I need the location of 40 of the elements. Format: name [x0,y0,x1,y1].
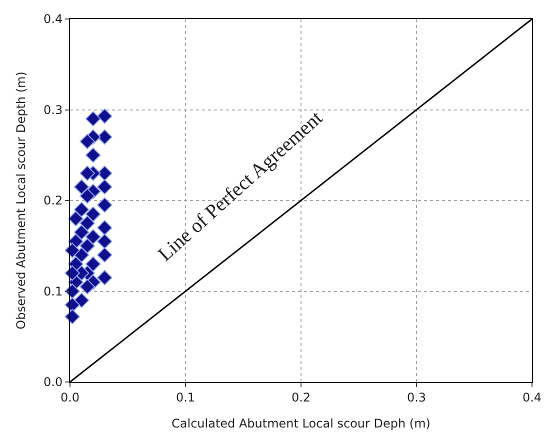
point [74,202,90,218]
point [97,129,112,145]
y-tick-label: 0.2 [44,194,63,208]
point [97,247,112,263]
point [85,206,101,222]
point [97,179,112,195]
point [80,134,95,150]
point [97,270,112,286]
x-tick-label: 0.1 [176,390,196,404]
point [97,197,112,213]
point [85,111,101,126]
point [97,108,112,124]
x-axis-title: Calculated Abutment Local scour Deph (m) [172,416,430,430]
point [80,216,95,231]
x-tick-label: 0.4 [522,390,542,404]
y-tick-label: 0.0 [44,375,63,390]
point [80,238,95,254]
x-tick-label: 0.0 [60,390,80,404]
point [80,166,95,181]
point [97,234,112,249]
point [97,166,112,181]
point [97,220,112,236]
point [68,211,84,226]
point [80,188,95,204]
point [74,292,90,308]
point [85,229,101,244]
y-tick-label: 0.1 [44,284,63,298]
point [85,256,101,272]
point [64,242,80,258]
point [85,147,101,163]
y-tick-label: 0.4 [44,12,63,26]
point [64,309,80,324]
y-axis-title: Observed Abutment Local scour Depth (m) [14,72,28,330]
x-tick-label: 0.2 [291,390,311,404]
point [74,179,90,195]
y-tick-label: 0.3 [44,102,63,117]
point [80,279,95,294]
point [64,265,80,281]
point [74,224,90,240]
x-tick-label: 0.3 [406,390,426,404]
